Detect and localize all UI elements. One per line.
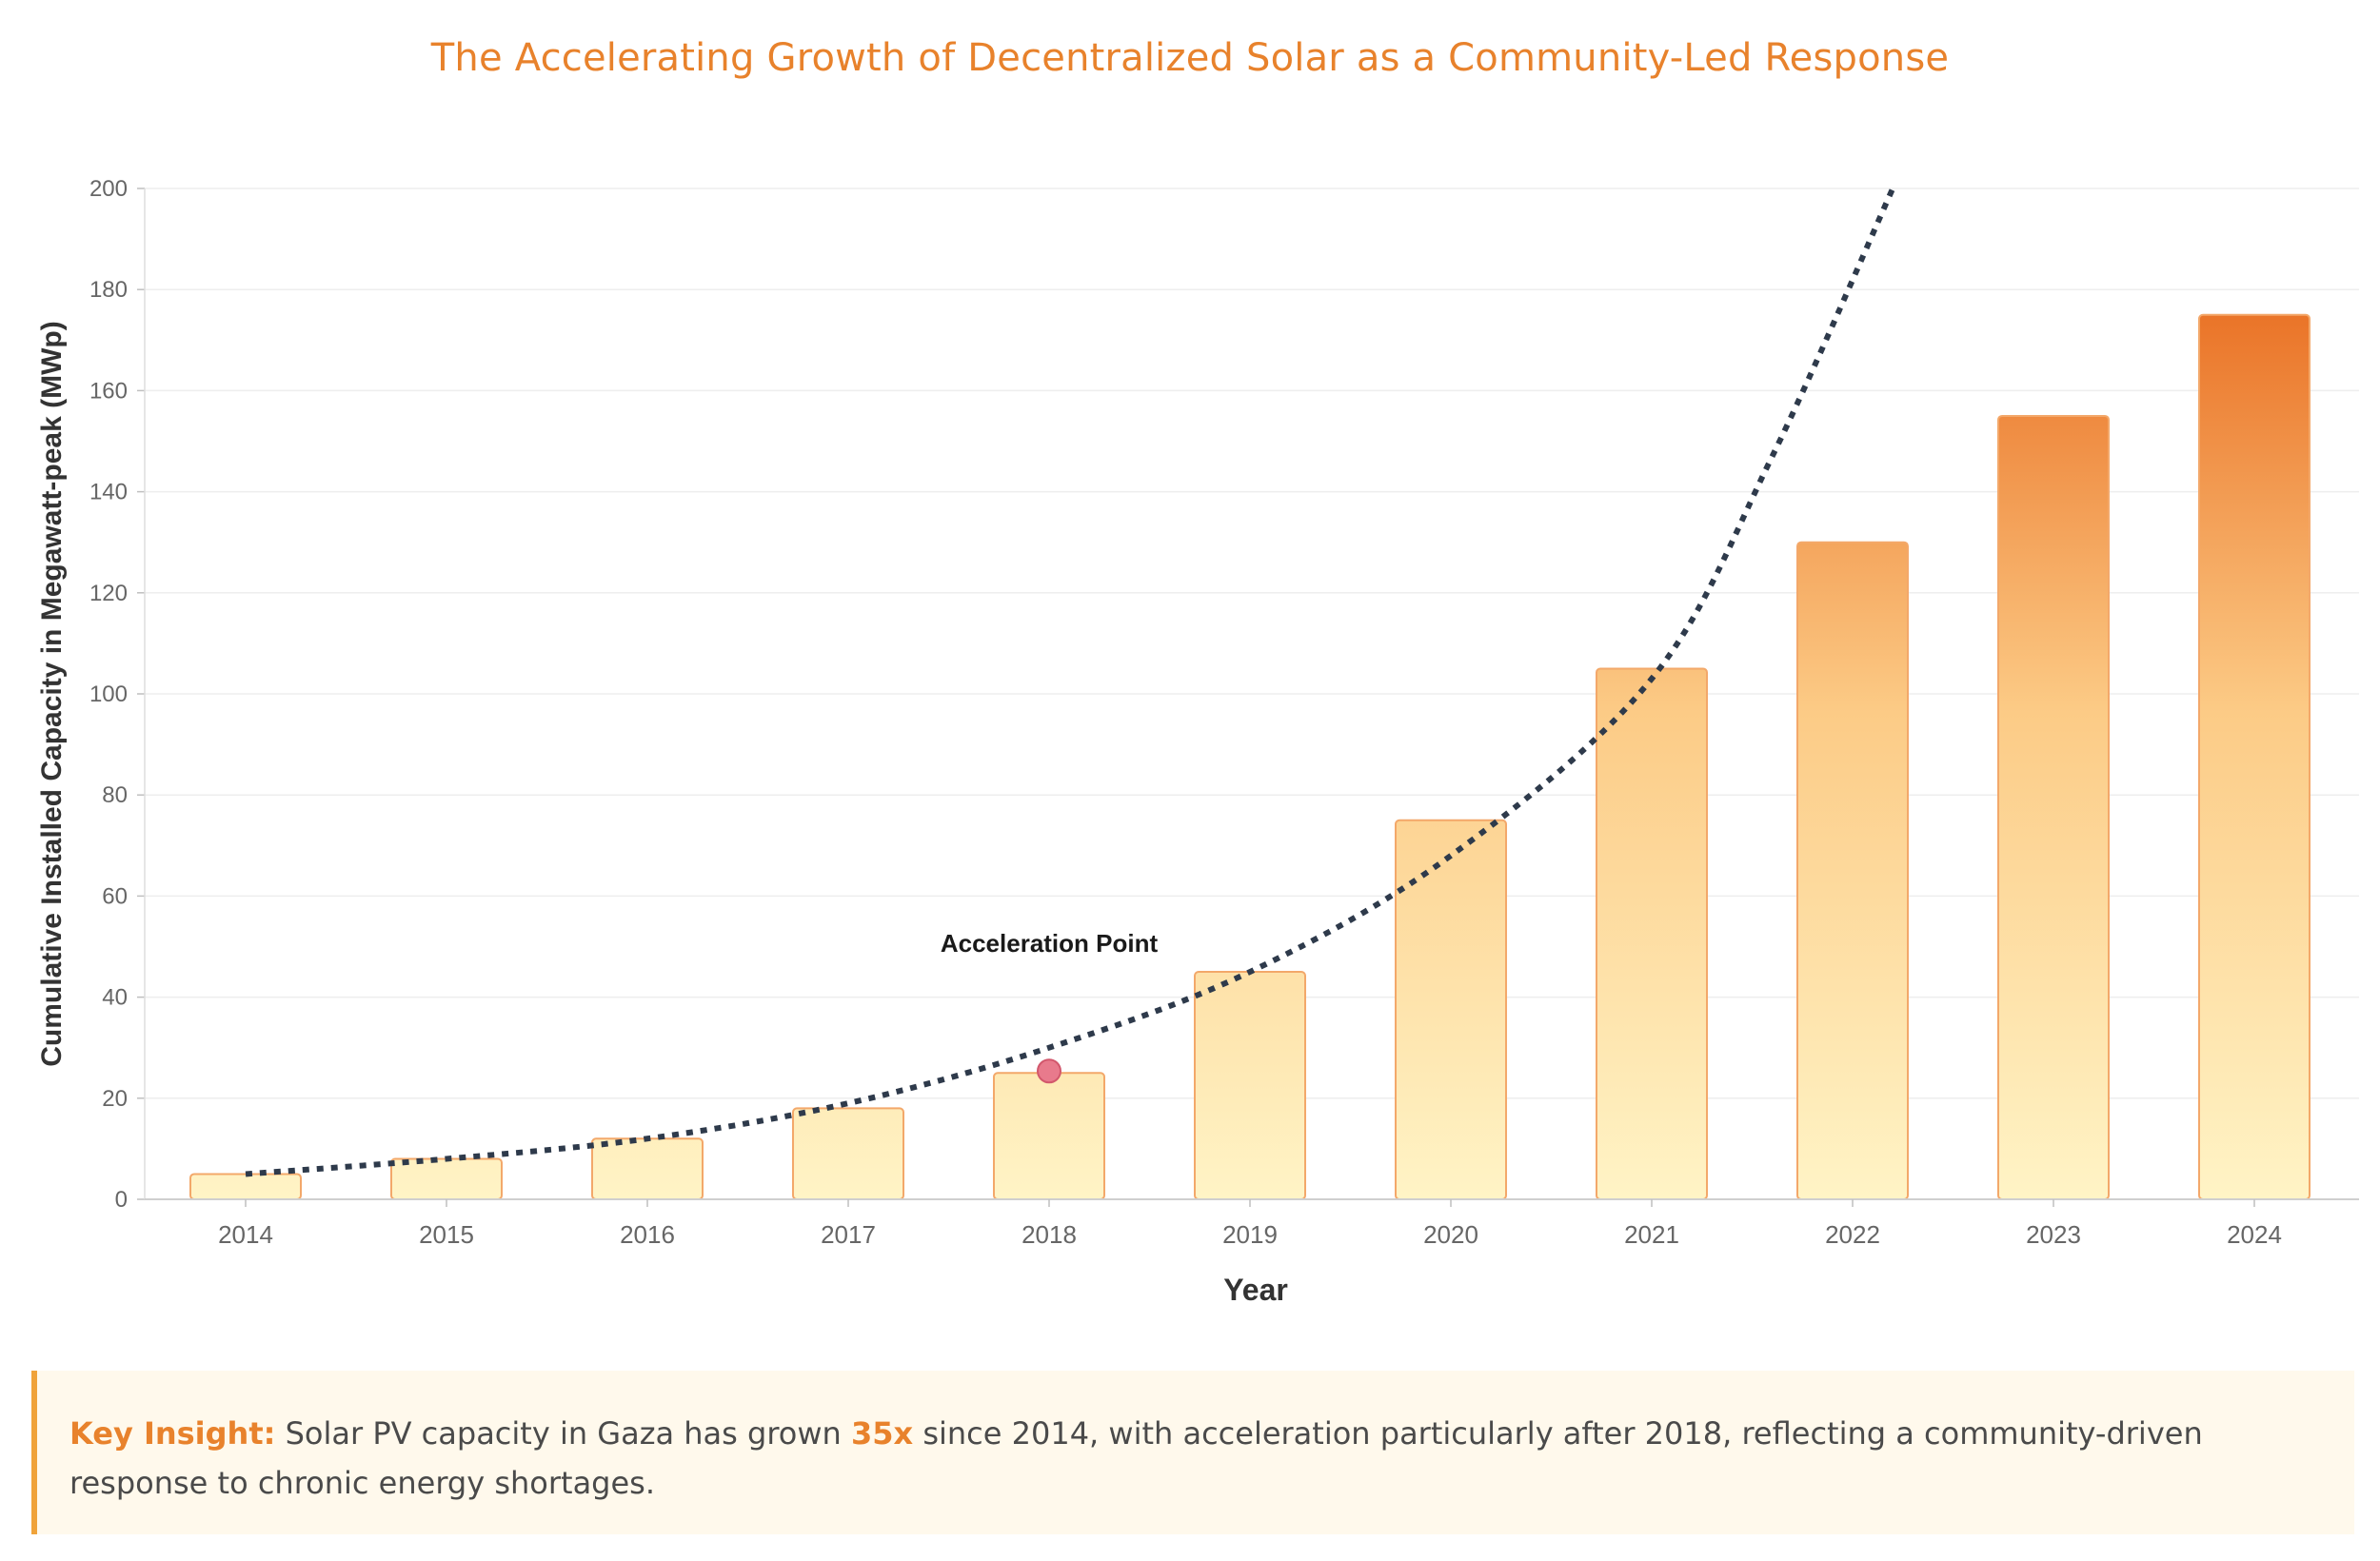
x-tick-label: 2017 xyxy=(821,1220,876,1249)
annotation-label: Acceleration Point xyxy=(941,929,1159,958)
bar-2020[interactable] xyxy=(1395,819,1507,1200)
x-tick-label: 2014 xyxy=(218,1220,273,1249)
bar-2018[interactable] xyxy=(993,1072,1105,1200)
x-tick-label: 2019 xyxy=(1222,1220,1278,1249)
x-tick-label: 2018 xyxy=(1021,1220,1077,1249)
bar-2024[interactable] xyxy=(2198,313,2311,1200)
y-axis-title: Cumulative Installed Capacity in Megawat… xyxy=(36,321,68,1066)
bar-2021[interactable] xyxy=(1596,667,1708,1200)
y-tick-label: 20 xyxy=(102,1086,128,1112)
insight-label: Key Insight: xyxy=(69,1415,276,1452)
bar-2016[interactable] xyxy=(591,1137,704,1201)
y-tick-label: 160 xyxy=(89,378,128,404)
insight-text-after: since 2014, with acceleration particular… xyxy=(69,1415,2203,1501)
bar-chart: 0 20 40 60 80 100 120 140 160 180 200 2014 2015 2016 2… xyxy=(36,176,2359,1307)
x-tick-label: 2022 xyxy=(1825,1220,1880,1249)
x-axis-title: Year xyxy=(1223,1273,1288,1307)
y-tick-label: 100 xyxy=(89,682,128,707)
insight-multiplier: 35x xyxy=(850,1415,914,1452)
bar-2023[interactable] xyxy=(1997,414,2110,1200)
bar-2022[interactable] xyxy=(1796,541,1909,1200)
key-insight-box: Key Insight: Solar PV capacity in Gaza h… xyxy=(31,1371,2354,1534)
x-tick-label: 2024 xyxy=(2227,1220,2282,1249)
bar-2019[interactable] xyxy=(1194,971,1306,1200)
x-tick-label: 2016 xyxy=(620,1220,675,1249)
y-tick-label: 180 xyxy=(89,277,128,303)
y-tick-label: 200 xyxy=(89,176,128,202)
chart-title: The Accelerating Growth of Decentralized… xyxy=(430,36,1950,80)
acceleration-point-marker[interactable] xyxy=(1037,1058,1061,1084)
y-tick-label: 80 xyxy=(102,782,128,808)
y-tick-label: 0 xyxy=(115,1187,128,1213)
bar-2017[interactable] xyxy=(792,1107,904,1201)
y-tick-label: 60 xyxy=(102,883,128,909)
y-tick-label: 140 xyxy=(89,480,128,505)
y-tick-label: 120 xyxy=(89,581,128,606)
x-tick-label: 2021 xyxy=(1624,1220,1679,1249)
x-tick-label: 2015 xyxy=(419,1220,474,1249)
x-tick-label: 2020 xyxy=(1423,1220,1478,1249)
x-tick-label: 2023 xyxy=(2026,1220,2081,1249)
trend-line xyxy=(245,187,1895,1177)
insight-text-before: Solar PV capacity in Gaza has grown xyxy=(275,1415,851,1452)
bar-2014[interactable] xyxy=(189,1173,302,1200)
y-tick-label: 40 xyxy=(102,985,128,1011)
